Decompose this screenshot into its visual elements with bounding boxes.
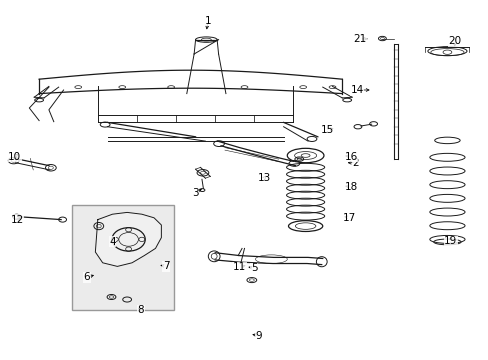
Text: 6: 6 [83,272,90,282]
Text: 8: 8 [137,305,144,315]
Text: 7: 7 [163,261,169,271]
Text: 15: 15 [320,125,334,135]
Text: 12: 12 [10,215,24,225]
Text: 14: 14 [349,85,363,95]
Text: 1: 1 [204,16,211,26]
Polygon shape [95,212,161,266]
Text: 4: 4 [109,237,116,247]
Text: 9: 9 [255,330,262,341]
Text: 13: 13 [257,173,270,183]
Text: 16: 16 [344,152,357,162]
Text: 19: 19 [443,236,457,246]
Bar [72,205,173,310]
Text: 17: 17 [342,213,356,223]
Text: 11: 11 [232,262,246,272]
Text: 20: 20 [447,36,460,46]
Text: 5: 5 [250,263,257,273]
Text: 2: 2 [352,158,359,168]
Text: 10: 10 [8,152,21,162]
Text: 21: 21 [352,34,366,44]
Text: 18: 18 [344,182,357,192]
Text: 3: 3 [192,188,199,198]
